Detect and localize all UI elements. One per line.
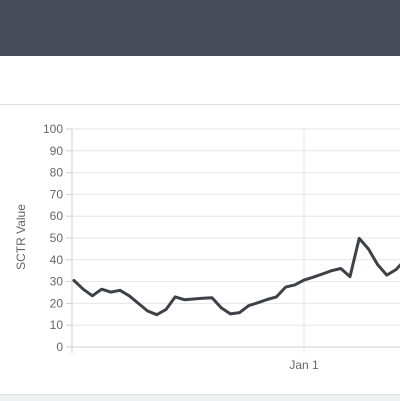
data-point bbox=[174, 295, 177, 299]
data-point bbox=[100, 288, 103, 291]
data-point bbox=[109, 290, 113, 294]
data-point bbox=[137, 302, 140, 305]
data-point bbox=[330, 269, 333, 272]
data-point bbox=[284, 285, 287, 289]
data-point bbox=[118, 289, 122, 292]
data-point bbox=[192, 297, 195, 301]
data-point bbox=[183, 298, 186, 301]
data-point bbox=[302, 278, 306, 282]
y-axis-title: SCTR Value bbox=[14, 204, 28, 270]
data-point bbox=[367, 247, 370, 251]
y-tick-label: 90 bbox=[50, 144, 64, 158]
data-point bbox=[146, 309, 149, 313]
data-point bbox=[266, 298, 269, 301]
data-point bbox=[155, 313, 158, 316]
data-point bbox=[348, 275, 352, 278]
y-tick-label: 80 bbox=[50, 166, 64, 180]
data-point bbox=[275, 295, 278, 299]
y-tick-label: 30 bbox=[50, 275, 64, 289]
data-point bbox=[72, 279, 76, 282]
y-tick-label: 100 bbox=[43, 122, 63, 136]
data-point bbox=[394, 268, 398, 271]
data-point bbox=[128, 294, 131, 297]
y-tick-label: 0 bbox=[56, 340, 63, 354]
axis-labels: 0 10 20 30 40 50 60 70 80 90 100 Jan 1 bbox=[43, 122, 319, 372]
data-point bbox=[376, 263, 379, 266]
data-point bbox=[247, 304, 250, 307]
y-tick-label: 50 bbox=[50, 231, 64, 245]
data-point bbox=[210, 296, 214, 299]
series-layer bbox=[72, 236, 400, 317]
card-header-divider bbox=[0, 104, 400, 105]
y-tick-label: 40 bbox=[50, 253, 64, 267]
grid-lines bbox=[66, 128, 400, 353]
data-point bbox=[312, 276, 315, 279]
data-point bbox=[256, 301, 260, 304]
y-tick-label: 10 bbox=[50, 318, 64, 332]
data-point bbox=[293, 283, 296, 287]
data-point bbox=[229, 312, 232, 316]
chart-card bbox=[0, 56, 400, 400]
data-point bbox=[82, 288, 85, 291]
data-point bbox=[201, 296, 204, 300]
data-point bbox=[238, 311, 241, 314]
y-tick-label: 70 bbox=[50, 187, 64, 201]
data-point bbox=[91, 294, 94, 297]
data-point bbox=[385, 273, 388, 277]
y-tick-label: 60 bbox=[50, 209, 64, 223]
x-tick-label: Jan 1 bbox=[289, 358, 319, 372]
card-bottom-edge bbox=[0, 394, 400, 401]
data-point bbox=[321, 272, 324, 276]
data-point bbox=[358, 237, 361, 240]
data-point bbox=[220, 306, 223, 309]
data-point bbox=[164, 308, 168, 311]
y-tick-label: 20 bbox=[50, 296, 64, 310]
data-point bbox=[339, 267, 342, 270]
